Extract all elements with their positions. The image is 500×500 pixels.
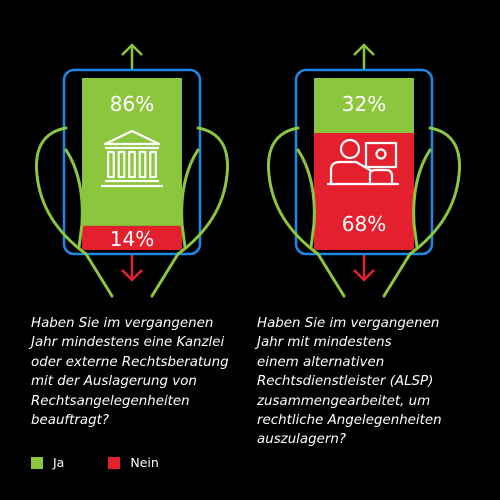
value-label-ja: 86% [110, 92, 154, 116]
tablet-outline [294, 68, 434, 256]
value-label-nein: 14% [110, 227, 154, 251]
value-label-nein: 68% [342, 212, 386, 236]
question-text-kanzlei: Haben Sie im vergangenen Jahr mindestens… [31, 316, 229, 429]
bar-ja [314, 78, 414, 134]
right-thumb-outline [180, 148, 200, 249]
presenter-screen-icon [326, 138, 400, 186]
legend-label-ja: Ja [53, 455, 65, 470]
legend-swatch-nein [108, 456, 121, 469]
tablet-graphic-alsp: 32% 68% [266, 43, 462, 298]
legend: Ja Nein [31, 455, 159, 470]
right-hand-outline [150, 126, 230, 298]
tablet-graphic-kanzlei: 86% 14% [34, 43, 230, 298]
arrow-down-icon [121, 269, 143, 282]
arrow-up-icon [353, 43, 375, 56]
legend-swatch-ja [31, 456, 43, 469]
tablet-outline [62, 68, 202, 256]
bar-nein [82, 225, 182, 250]
legend-label-nein: Nein [130, 455, 159, 470]
legend-item-nein: Nein [108, 455, 159, 470]
left-hand-outline [34, 126, 114, 298]
arrow-down-icon [353, 269, 375, 282]
arrow-up-icon [121, 43, 143, 56]
legend-item-ja: Ja [31, 455, 64, 470]
bank-building-icon [101, 129, 163, 188]
left-thumb-outline [64, 148, 84, 249]
right-thumb-outline [412, 148, 432, 249]
right-hand-outline [382, 126, 462, 298]
left-thumb-outline [296, 148, 316, 249]
value-label-ja: 32% [342, 92, 386, 116]
left-hand-outline [266, 126, 346, 298]
question-text-alsp: Haben Sie im vergangenen Jahr mit mindes… [257, 316, 442, 448]
bar-nein [314, 133, 414, 250]
